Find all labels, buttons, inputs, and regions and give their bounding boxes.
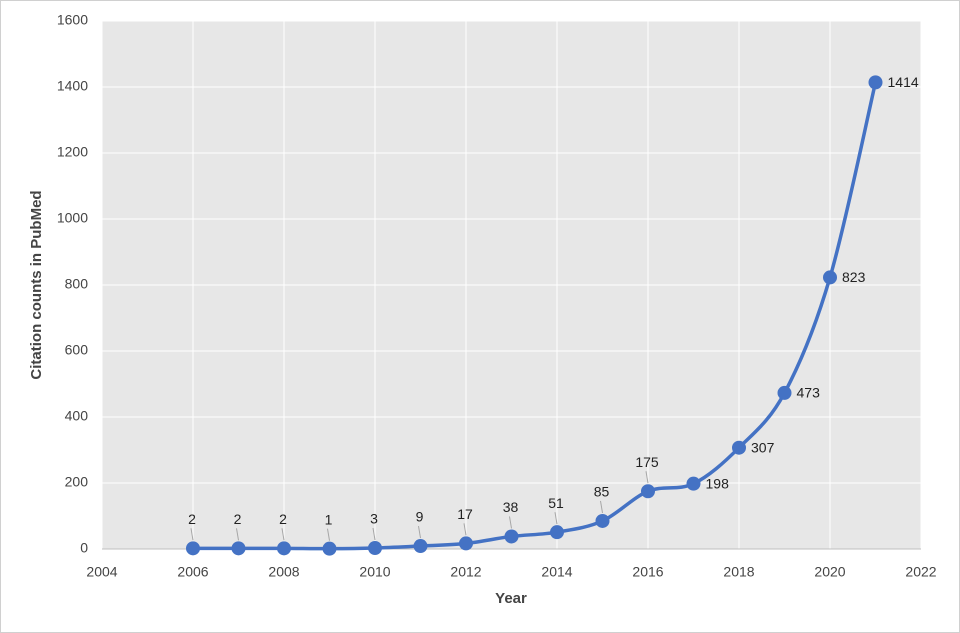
data-point — [595, 513, 610, 528]
leader-line — [600, 500, 603, 514]
y-tick-label: 1000 — [57, 210, 88, 226]
data-label: 198 — [706, 475, 730, 491]
data-point — [686, 476, 701, 491]
data-point — [777, 385, 792, 400]
data-label: 175 — [635, 454, 659, 470]
leader-line — [236, 528, 239, 541]
leader-line — [554, 512, 558, 525]
x-tick-label: 2010 — [359, 564, 390, 580]
data-label: 2 — [188, 511, 196, 527]
data-point — [459, 536, 473, 551]
leader-line — [509, 516, 512, 529]
x-tick-label: 2006 — [177, 564, 208, 580]
y-tick-label: 800 — [65, 276, 89, 292]
x-tick-label: 2012 — [450, 564, 481, 580]
x-tick-label: 2008 — [268, 564, 299, 580]
data-label: 3 — [370, 511, 378, 527]
x-axis-title: Year — [495, 590, 527, 607]
data-point — [322, 541, 337, 556]
y-tick-label: 1400 — [57, 78, 88, 94]
x-tick-label: 2014 — [541, 564, 572, 580]
data-point — [868, 75, 883, 90]
y-tick-label: 0 — [80, 540, 88, 556]
data-label: 307 — [751, 439, 775, 455]
data-point — [732, 440, 746, 455]
leader-line — [190, 528, 194, 541]
data-label: 2 — [234, 511, 242, 527]
data-label: 823 — [842, 269, 866, 285]
data-label: 1 — [325, 511, 333, 527]
y-axis-title: Citation counts in PubMed — [28, 190, 45, 379]
data-point — [823, 270, 837, 285]
x-tick-label: 2016 — [632, 564, 663, 580]
leader-line — [645, 471, 649, 484]
data-point — [641, 484, 655, 499]
y-tick-label: 200 — [65, 474, 89, 490]
data-point — [231, 541, 246, 556]
data-point — [504, 529, 519, 544]
y-tick-label: 1600 — [57, 12, 88, 28]
data-point — [277, 541, 291, 556]
y-tick-label: 600 — [65, 342, 89, 358]
leader-line — [418, 525, 421, 539]
data-point — [368, 541, 382, 556]
x-tick-label: 2022 — [905, 564, 936, 580]
data-point — [413, 539, 428, 554]
data-label: 2 — [279, 511, 287, 527]
data-point — [550, 525, 564, 540]
leader-line — [327, 528, 330, 541]
x-tick-label: 2020 — [814, 564, 845, 580]
y-tick-label: 1200 — [57, 144, 88, 160]
data-label: 473 — [797, 385, 821, 401]
data-label: 1414 — [888, 74, 919, 90]
data-label: 85 — [594, 484, 610, 500]
y-tick-label: 400 — [65, 408, 89, 424]
x-tick-label: 2018 — [723, 564, 754, 580]
x-tick-label: 2004 — [86, 564, 117, 580]
data-label: 51 — [548, 495, 564, 511]
data-label: 17 — [457, 506, 473, 522]
data-point — [186, 541, 200, 556]
leader-line — [372, 527, 376, 541]
data-label: 38 — [503, 499, 519, 515]
leader-line — [281, 528, 285, 541]
leader-line — [463, 523, 467, 536]
data-label: 9 — [416, 509, 424, 525]
